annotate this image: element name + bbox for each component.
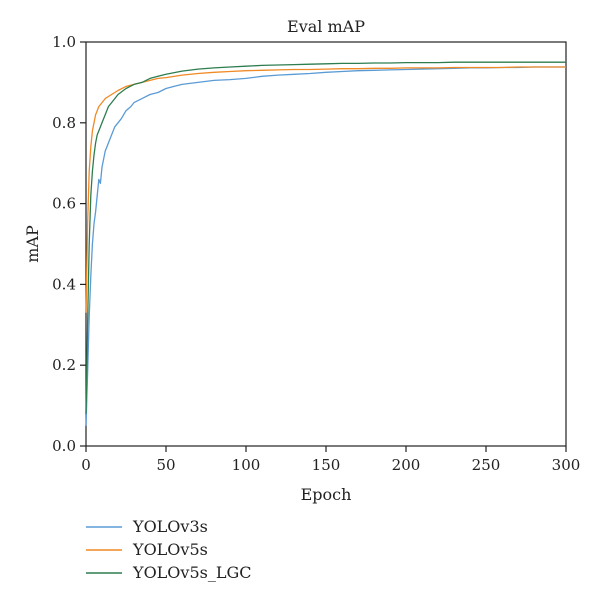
y-tick-label: 0.6 xyxy=(52,195,76,213)
x-tick-label: 0 xyxy=(81,456,91,474)
legend-label: YOLOv5s xyxy=(132,540,208,559)
y-tick-label: 1.0 xyxy=(52,33,76,51)
y-tick-label: 0.8 xyxy=(52,114,76,132)
x-tick-label: 150 xyxy=(312,456,341,474)
x-axis-label: Epoch xyxy=(301,485,352,504)
y-axis-ticks: 0.0 0.2 0.4 0.6 0.8 1.0 xyxy=(52,33,86,455)
x-tick-label: 50 xyxy=(156,456,175,474)
x-tick-label: 100 xyxy=(232,456,261,474)
x-tick-label: 250 xyxy=(472,456,501,474)
x-axis-ticks: 0 50 100 150 200 250 300 xyxy=(81,446,580,474)
x-tick-label: 200 xyxy=(392,456,421,474)
y-tick-label: 0.0 xyxy=(52,437,76,455)
y-tick-label: 0.4 xyxy=(52,275,76,293)
legend-label: YOLOv5s_LGC xyxy=(132,563,252,582)
legend-label: YOLOv3s xyxy=(132,517,208,536)
plot-frame xyxy=(85,41,567,447)
x-tick-label: 300 xyxy=(552,456,581,474)
series-line-yolov3s xyxy=(85,66,566,426)
series-line-yolov5s xyxy=(85,66,566,313)
legend: YOLOv3s YOLOv5s YOLOv5s_LGC xyxy=(86,517,252,582)
y-tick-label: 0.2 xyxy=(52,356,76,374)
series-line-yolov5s-lgc xyxy=(85,61,566,414)
chart-title: Eval mAP xyxy=(287,17,365,36)
series-layer xyxy=(85,61,566,426)
y-axis-label: mAP xyxy=(23,225,42,263)
